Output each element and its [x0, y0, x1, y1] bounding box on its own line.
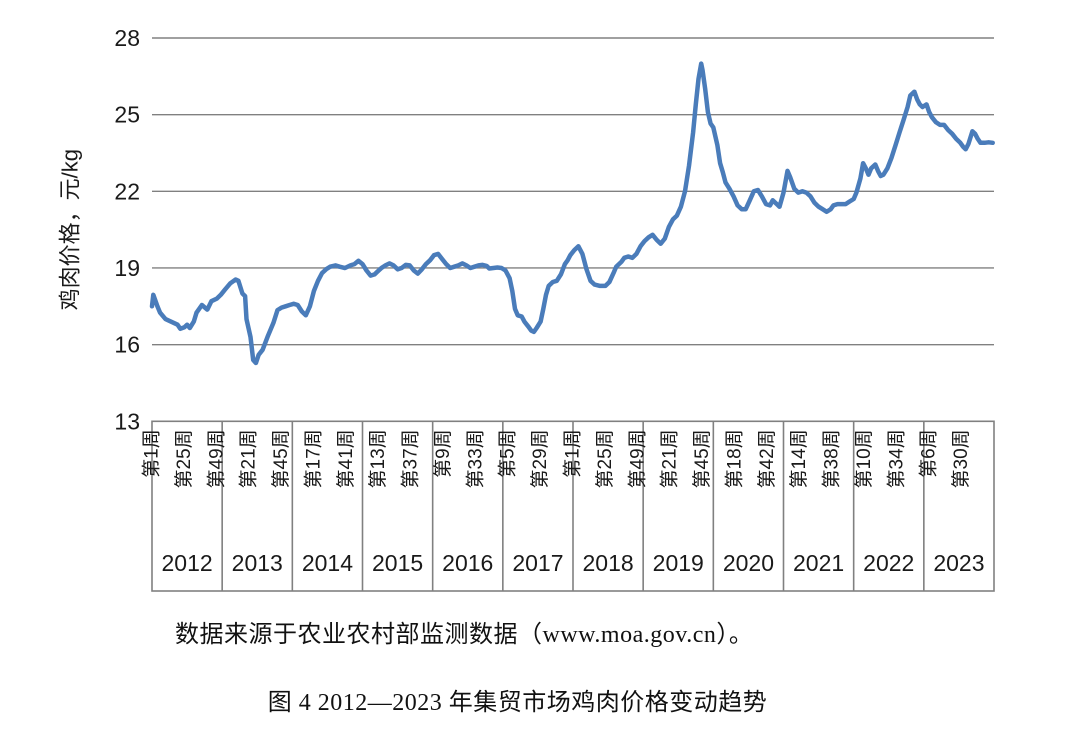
y-tick-label: 13	[114, 408, 140, 434]
week-tick-label: 第38周	[821, 429, 843, 488]
year-label: 2016	[442, 550, 493, 576]
week-tick-label: 第45周	[691, 429, 713, 488]
year-label: 2023	[933, 550, 984, 576]
year-label: 2017	[512, 550, 563, 576]
week-tick-label: 第9周	[432, 429, 454, 478]
week-tick-label: 第1周	[141, 429, 163, 478]
week-tick-label: 第1周	[562, 429, 584, 478]
week-tick-label: 第5周	[497, 429, 519, 478]
week-tick-label: 第30周	[950, 429, 972, 488]
week-tick-label: 第34周	[885, 429, 907, 488]
y-tick-label: 16	[114, 332, 140, 358]
week-tick-label: 第18周	[723, 429, 745, 488]
y-tick-label: 28	[114, 25, 140, 51]
data-source-note: 数据来源于农业农村部监测数据（www.moa.gov.cn）。	[175, 622, 754, 648]
week-tick-label: 第17周	[302, 429, 324, 488]
week-tick-label: 第49周	[205, 429, 227, 488]
week-tick-label: 第29周	[529, 429, 551, 488]
year-label: 2014	[302, 550, 353, 576]
week-tick-label: 第6周	[918, 429, 940, 478]
y-tick-label: 22	[114, 178, 140, 204]
week-tick-label: 第49周	[626, 429, 648, 488]
chicken-price-chart: 282522191613第1周 第25周 第49周 第21周 第45周 第17周 第41周第…	[58, 25, 995, 592]
year-label: 2019	[653, 550, 704, 576]
week-tick-label: 第13周	[367, 429, 389, 488]
y-axis-title: 鸡肉价格，元/kg	[58, 149, 83, 310]
y-tick-label: 25	[114, 102, 140, 128]
year-label: 2020	[723, 550, 774, 576]
figure-caption: 图 4 2012—2023 年集贸市场鸡肉价格变动趋势	[267, 690, 768, 716]
week-tick-label: 第25周	[173, 429, 195, 488]
week-tick-label: 第25周	[594, 429, 616, 488]
year-label: 2022	[863, 550, 914, 576]
week-tick-label: 第14周	[788, 429, 810, 488]
year-label: 2018	[582, 550, 633, 576]
year-label: 2013	[232, 550, 283, 576]
price-line	[149, 61, 995, 366]
y-tick-label: 19	[114, 255, 140, 281]
week-tick-label: 第10周	[853, 429, 875, 488]
year-label: 2012	[161, 550, 212, 576]
year-label: 2021	[793, 550, 844, 576]
week-tick-label: 第33周	[464, 429, 486, 488]
week-tick-label: 第45周	[270, 429, 292, 488]
year-label: 2015	[372, 550, 423, 576]
week-tick-label: 第37周	[400, 429, 422, 488]
week-tick-label: 第42周	[756, 429, 778, 488]
week-tick-label: 第41周	[335, 429, 357, 488]
week-tick-label: 第21周	[238, 429, 260, 488]
week-tick-label: 第21周	[659, 429, 681, 488]
